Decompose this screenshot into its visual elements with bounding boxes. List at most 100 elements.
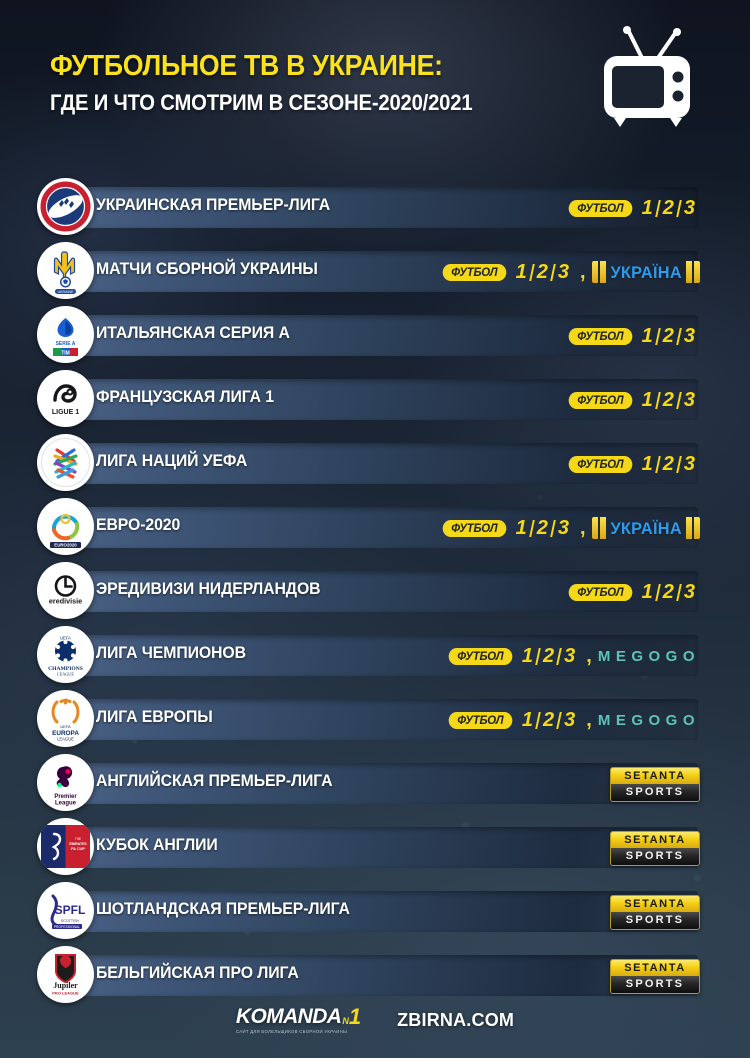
football-number: 3: [679, 326, 700, 346]
channels: SETANTA SPORTS: [610, 894, 700, 930]
setanta-bottom-label: SPORTS: [611, 847, 699, 865]
channel-separator: ,: [586, 645, 592, 667]
football-numbers: 1 2 3: [517, 646, 580, 666]
list-item[interactable]: EURO2020 ЕВРО-2020 ФУТБОЛ 1 2 3 , УКРАЇН…: [0, 498, 750, 565]
football-number: 3: [679, 390, 700, 410]
komanda-n-mark: N: [342, 1016, 349, 1026]
league-name: ШОТЛАНДСКАЯ ПРЕМЬЕР-ЛИГА: [96, 899, 350, 918]
ukraina-right-bars: [686, 261, 700, 283]
league-name: БЕЛЬГИЙСКАЯ ПРО ЛИГА: [96, 963, 299, 982]
setanta-sports-logo[interactable]: SETANTA SPORTS: [610, 958, 700, 994]
list-item[interactable]: ЛИГА НАЦИЙ УЕФА ФУТБОЛ 1 2 3: [0, 434, 750, 501]
svg-text:EMIRATES: EMIRATES: [69, 842, 87, 846]
svg-text:Jupiler: Jupiler: [53, 981, 78, 990]
football-channel-logo[interactable]: ФУТБОЛ 1 2 3: [567, 326, 700, 346]
ukraina-channel-logo[interactable]: УКРАЇНА: [591, 261, 700, 283]
football-number: 2: [538, 710, 559, 730]
football-pill-label: ФУТБОЛ: [448, 647, 513, 665]
football-number: 2: [538, 646, 559, 666]
svg-text:EURO2020: EURO2020: [54, 543, 77, 548]
league-name: АНГЛИЙСКАЯ ПРЕМЬЕР-ЛИГА: [96, 771, 333, 790]
football-channel-logo[interactable]: ФУТБОЛ 1 2 3: [447, 710, 580, 730]
football-pill-label: ФУТБОЛ: [442, 263, 506, 281]
football-number: 3: [553, 262, 574, 282]
league-name: КУБОК АНГЛИИ: [96, 835, 218, 854]
footer: KOMANDA N 1 САЙТ ДЛЯ БОЛЕЛЬЩИКОВ СБОРНОЙ…: [0, 1006, 750, 1034]
league-name: ЭРЕДИВИЗИ НИДЕРЛАНДОВ: [96, 579, 321, 598]
ukraine-national-team-logo: UKRAINE: [37, 242, 94, 299]
ukraina-right-bars: [686, 517, 700, 539]
svg-text:SERIE A: SERIE A: [56, 341, 76, 347]
channels: ФУТБОЛ 1 2 3 , MEGOGO: [447, 638, 700, 674]
uefa-europa-league-logo: UEFA EUROPA LEAGUE: [37, 690, 94, 747]
uefa-champions-league-logo: UEFA CHAMPIONS LEAGUE: [37, 626, 94, 683]
zbirna-link[interactable]: ZBIRNA.COM: [397, 1009, 515, 1030]
eredivisie-logo: eredivisie: [37, 562, 94, 619]
row-bar: [62, 699, 698, 740]
svg-text:UEFA: UEFA: [60, 724, 71, 729]
football-pill-label: ФУТБОЛ: [568, 583, 632, 601]
svg-text:TIM: TIM: [61, 351, 70, 357]
page-subtitle: ГДЕ И ЧТО СМОТРИМ В СЕЗОНЕ-2020/2021: [50, 90, 473, 115]
list-item[interactable]: UKRAINE МАТЧИ СБОРНОЙ УКРАИНЫ ФУТБОЛ 1 2…: [0, 242, 750, 309]
football-channel-logo[interactable]: ФУТБОЛ 1 2 3: [441, 518, 574, 538]
page-title: ФУТБОЛЬНОЕ ТВ В УКРАИНЕ:: [50, 50, 443, 82]
upl-ukrainian-premier-league-logo: [37, 178, 94, 235]
football-channel-logo[interactable]: ФУТБОЛ 1 2 3: [567, 390, 700, 410]
league-name: МАТЧИ СБОРНОЙ УКРАИНЫ: [96, 259, 318, 278]
channels: SETANTA SPORTS: [610, 830, 700, 866]
league-name: ЛИГА ЕВРОПЫ: [96, 707, 213, 726]
komanda-logo[interactable]: KOMANDA N 1 САЙТ ДЛЯ БОЛЕЛЬЩИКОВ СБОРНОЙ…: [236, 1006, 361, 1034]
list-item[interactable]: THE EMIRATES FA CUP КУБОК АНГЛИИ SETANTA S…: [0, 818, 750, 885]
premier-league-logo: Premier League: [37, 754, 94, 811]
setanta-top-label: SETANTA: [611, 831, 699, 848]
setanta-sports-logo[interactable]: SETANTA SPORTS: [610, 894, 700, 930]
football-channel-logo[interactable]: ФУТБОЛ 1 2 3: [567, 454, 700, 474]
football-numbers: 1 2 3: [637, 582, 700, 602]
komanda-tagline: САЙТ ДЛЯ БОЛЕЛЬЩИКОВ СБОРНОЙ УКРАИНЫ: [235, 1029, 347, 1034]
football-pill-label: ФУТБОЛ: [568, 455, 632, 473]
football-number: 1: [641, 453, 653, 475]
football-numbers: 1 2 3: [637, 198, 700, 218]
ukraina-label: УКРАЇНА: [610, 262, 682, 282]
list-item[interactable]: Jupiler PRO LEAGUE БЕЛЬГИЙСКАЯ ПРО ЛИГА S…: [0, 946, 750, 1013]
list-item[interactable]: SPFL SCOTTISH PROFESSIONAL ШОТЛАНДСКАЯ ПРЕ…: [0, 882, 750, 949]
setanta-sports-logo[interactable]: SETANTA SPORTS: [610, 830, 700, 866]
ukraina-channel-logo[interactable]: УКРАЇНА: [591, 517, 700, 539]
football-channel-logo[interactable]: ФУТБОЛ 1 2 3: [441, 262, 574, 282]
komanda-logo-top: KOMANDA N 1: [236, 1006, 361, 1028]
channels: SETANTA SPORTS: [610, 766, 700, 802]
setanta-bottom-label: SPORTS: [611, 911, 699, 929]
ukraina-label: УКРАЇНА: [610, 518, 682, 538]
football-channel-logo[interactable]: ФУТБОЛ 1 2 3: [447, 646, 580, 666]
football-channel-logo[interactable]: ФУТБОЛ 1 2 3: [567, 582, 700, 602]
list-item[interactable]: eredivisie ЭРЕДИВИЗИ НИДЕРЛАНДОВ ФУТБОЛ …: [0, 562, 750, 629]
football-channel-logo[interactable]: ФУТБОЛ 1 2 3: [567, 198, 700, 218]
setanta-sports-logo[interactable]: SETANTA SPORTS: [610, 766, 700, 802]
football-number: 1: [641, 389, 653, 411]
row-bar: [62, 763, 698, 804]
svg-text:SPFL: SPFL: [55, 903, 86, 917]
setanta-bottom-label: SPORTS: [611, 975, 699, 993]
row-bar: [62, 827, 698, 868]
svg-text:THE: THE: [75, 837, 81, 841]
list-item[interactable]: SERIE A TIM ИТАЛЬЯНСКАЯ СЕРИЯ А ФУТБОЛ 1 …: [0, 306, 750, 373]
channels: ФУТБОЛ 1 2 3: [567, 318, 700, 354]
league-name: УКРАИНСКАЯ ПРЕМЬЕР-ЛИГА: [96, 195, 331, 214]
league-name: ЛИГА НАЦИЙ УЕФА: [96, 451, 248, 470]
channels: ФУТБОЛ 1 2 3 , MEGOGO: [447, 702, 700, 738]
list-item[interactable]: Premier League АНГЛИЙСКАЯ ПРЕМЬЕР-ЛИГА SE…: [0, 754, 750, 821]
megogo-channel-logo[interactable]: MEGOGO: [597, 647, 700, 665]
list-item[interactable]: UEFA EUROPA LEAGUE ЛИГА ЕВРОПЫ ФУТБОЛ 1 2 …: [0, 690, 750, 757]
ligue-1-logo: LIGUE 1: [37, 370, 94, 427]
football-number: 2: [532, 518, 553, 538]
football-numbers: 1 2 3: [637, 390, 700, 410]
megogo-channel-logo[interactable]: MEGOGO: [597, 711, 700, 729]
list-item[interactable]: LIGUE 1 ФРАНЦУЗСКАЯ ЛИГА 1 ФУТБОЛ 1 2 3: [0, 370, 750, 437]
list-item[interactable]: UEFA CHAMPIONS LEAGUE ЛИГА ЧЕМПИОНОВ ФУТБО…: [0, 626, 750, 693]
football-number: 2: [658, 454, 679, 474]
svg-text:eredivisie: eredivisie: [49, 597, 82, 606]
list-item[interactable]: УКРАИНСКАЯ ПРЕМЬЕР-ЛИГА ФУТБОЛ 1 2 3: [0, 178, 750, 245]
row-bar: [62, 891, 698, 932]
